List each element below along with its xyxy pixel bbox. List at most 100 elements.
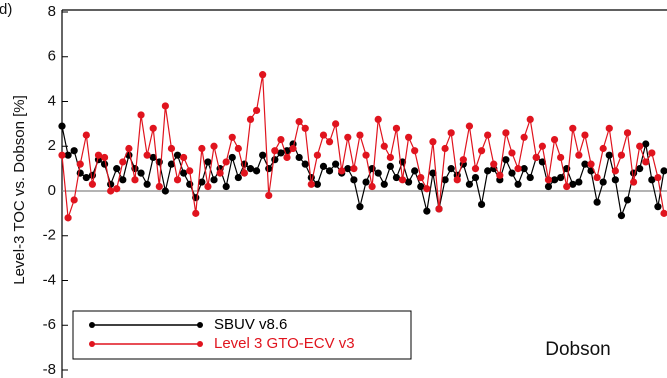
- point: [295, 153, 303, 162]
- point: [119, 158, 127, 166]
- series-line: [61, 125, 665, 218]
- point: [222, 182, 230, 191]
- point: [575, 151, 583, 159]
- point: [569, 124, 577, 132]
- point: [502, 129, 510, 137]
- point: [557, 153, 565, 162]
- point: [161, 187, 169, 195]
- point: [447, 129, 455, 137]
- point: [593, 198, 601, 206]
- point: [107, 180, 115, 188]
- point: [423, 207, 431, 215]
- point: [301, 124, 309, 132]
- point: [265, 191, 273, 200]
- y-tick-label: 8: [48, 3, 56, 20]
- y-tick-label: -6: [43, 316, 56, 333]
- point: [161, 102, 169, 110]
- y-tick-label: -8: [43, 361, 56, 378]
- point: [143, 151, 151, 159]
- point: [82, 173, 90, 182]
- point: [484, 167, 492, 175]
- point: [660, 167, 667, 175]
- point: [332, 120, 340, 128]
- y-axis-label: Level-3 TOC vs. Dobson [%]: [11, 95, 28, 285]
- point: [550, 176, 559, 184]
- point: [471, 165, 480, 173]
- point: [502, 156, 510, 164]
- point: [325, 138, 334, 146]
- point: [234, 144, 242, 153]
- y-tick-label: -2: [43, 227, 56, 244]
- point: [210, 142, 218, 150]
- point: [180, 153, 188, 162]
- point: [520, 133, 528, 141]
- point: [113, 185, 121, 193]
- y-tick-label: 6: [48, 48, 56, 65]
- point: [532, 153, 540, 162]
- point: [246, 115, 255, 123]
- point: [581, 131, 589, 139]
- point: [544, 176, 553, 184]
- point: [538, 142, 546, 150]
- point: [441, 176, 449, 184]
- point: [623, 129, 632, 137]
- y-tick-label: 2: [48, 137, 56, 154]
- point: [125, 144, 133, 153]
- point: [526, 173, 534, 182]
- point: [119, 176, 127, 184]
- point: [180, 169, 188, 177]
- point: [204, 182, 212, 191]
- point: [374, 115, 382, 123]
- series-line: [61, 74, 665, 219]
- point: [64, 151, 72, 159]
- legend-marker: [197, 341, 203, 347]
- point: [246, 165, 255, 173]
- point: [332, 160, 340, 168]
- point: [295, 118, 303, 126]
- point: [629, 178, 638, 186]
- point: [356, 131, 364, 139]
- point: [654, 173, 662, 182]
- point: [538, 158, 546, 166]
- point: [319, 131, 328, 139]
- point: [514, 165, 522, 173]
- point: [423, 185, 431, 193]
- point: [113, 165, 121, 173]
- point: [137, 111, 145, 119]
- point: [173, 151, 182, 159]
- point: [648, 149, 656, 157]
- point: [70, 196, 78, 204]
- point: [234, 173, 242, 182]
- point: [186, 167, 194, 175]
- point: [368, 182, 376, 191]
- point: [313, 151, 321, 159]
- point: [344, 165, 352, 173]
- point: [252, 106, 261, 115]
- point: [544, 182, 553, 191]
- legend: SBUV v8.6 Level 3 GTO-ECV v3: [72, 310, 412, 360]
- point: [380, 142, 388, 150]
- point: [149, 153, 157, 162]
- point: [277, 149, 285, 157]
- point: [477, 200, 486, 209]
- point: [557, 173, 565, 182]
- point: [325, 167, 334, 175]
- point: [350, 176, 358, 184]
- point: [362, 151, 370, 159]
- point: [356, 203, 364, 211]
- point: [459, 156, 467, 164]
- point: [64, 214, 72, 222]
- point: [471, 173, 480, 182]
- point: [417, 182, 425, 191]
- point: [259, 151, 267, 159]
- point: [575, 178, 583, 186]
- y-tick-label: -4: [43, 271, 56, 288]
- point: [636, 165, 644, 173]
- point: [252, 167, 261, 175]
- point: [514, 180, 522, 188]
- panel-label: (d): [0, 1, 12, 18]
- point: [526, 115, 534, 123]
- point: [173, 176, 182, 184]
- legend-marker: [89, 341, 95, 347]
